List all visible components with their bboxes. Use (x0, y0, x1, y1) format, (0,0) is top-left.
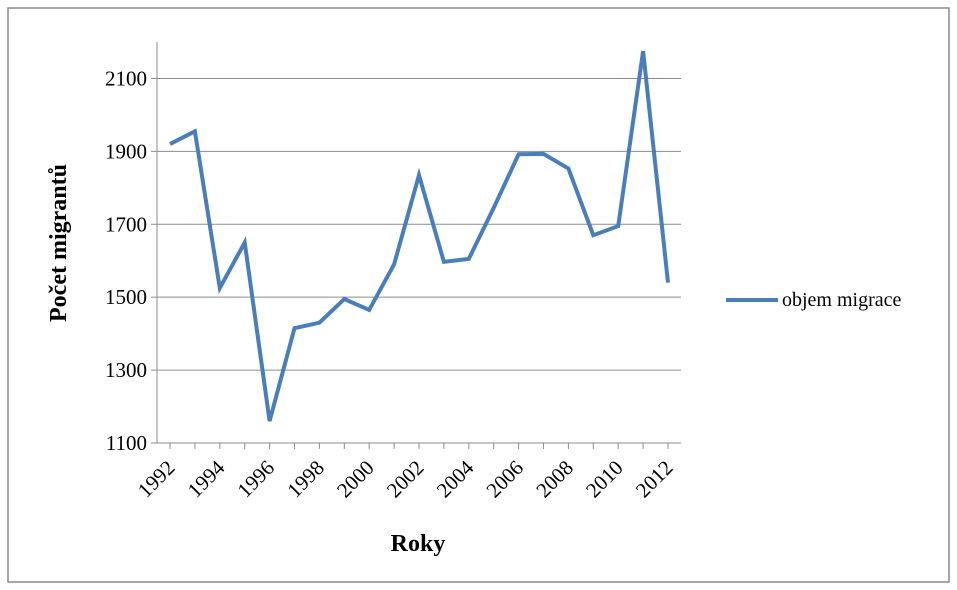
y-axis-label: Počet migrantů (46, 164, 72, 322)
y-tick-label: 1300 (105, 358, 147, 382)
chart-border (7, 7, 950, 583)
y-tick-label: 1100 (106, 431, 147, 455)
y-tick-label: 1700 (105, 212, 147, 236)
axes (151, 42, 681, 449)
y-tick-label: 2100 (105, 66, 147, 90)
legend-label: objem migrace (782, 289, 902, 311)
y-tick-label: 1900 (105, 139, 147, 163)
legend: objem migrace (726, 289, 902, 311)
x-axis-label: Roky (391, 531, 446, 557)
gridlines (157, 77, 681, 371)
y-tick-label: 1500 (105, 285, 147, 309)
series-line (169, 50, 670, 422)
y-tick-labels: 1100 1300 1500 1700 1900 2100 (105, 66, 147, 455)
series-lines (169, 50, 670, 422)
